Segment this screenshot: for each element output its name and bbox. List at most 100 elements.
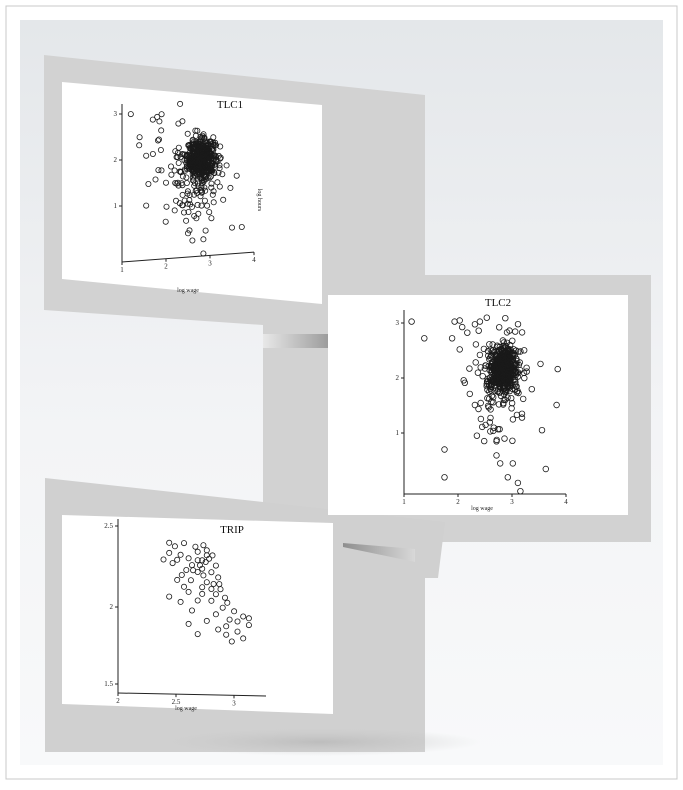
data-point (493, 452, 500, 459)
data-point (192, 127, 199, 134)
data-point (200, 250, 207, 257)
data-point (206, 555, 213, 562)
data-point (477, 415, 485, 423)
y-tick-label: 3 (396, 319, 400, 327)
chart-title: TRIP (220, 524, 244, 536)
data-point (223, 162, 230, 169)
data-point (240, 613, 247, 620)
data-point (189, 237, 196, 244)
data-point (521, 374, 528, 382)
data-point (183, 174, 190, 181)
y-axis-label: log hours (256, 189, 262, 212)
data-point (210, 581, 217, 588)
data-point (484, 347, 492, 355)
x-axis-label: log wage (471, 506, 493, 512)
data-point (226, 616, 233, 623)
data-point (185, 555, 192, 562)
data-point (194, 597, 201, 604)
data-point (217, 143, 224, 150)
x-tick-label: 2.5 (172, 698, 181, 706)
data-point (143, 202, 150, 209)
data-point (156, 118, 163, 125)
data-point (202, 173, 209, 180)
data-point (471, 321, 479, 328)
data-point (499, 355, 506, 363)
data-point (185, 588, 192, 595)
data-point (210, 188, 217, 195)
y-tick-label: 2.5 (104, 522, 113, 530)
data-point (223, 623, 230, 630)
data-point (223, 631, 230, 638)
data-point (472, 359, 479, 366)
data-point (479, 423, 486, 431)
data-point (208, 215, 215, 222)
data-point (203, 579, 210, 586)
data-point (194, 201, 201, 208)
x-tick-label: 1 (402, 498, 406, 506)
data-point (499, 364, 506, 371)
data-point (168, 171, 175, 178)
data-point (183, 217, 190, 224)
data-point (506, 327, 513, 334)
data-point (212, 591, 219, 598)
data-point (187, 201, 194, 208)
data-point (204, 146, 211, 153)
data-point (171, 543, 178, 550)
data-point (189, 148, 196, 155)
data-point (441, 446, 448, 453)
data-point (206, 209, 213, 216)
data-point (498, 380, 505, 388)
x-axis-label: log wage (177, 288, 199, 294)
data-point (215, 626, 222, 633)
chart-tlc2: TLC2 1 2 3 4 1 2 3 log wage (396, 297, 569, 512)
data-point (487, 428, 494, 435)
data-point (508, 400, 516, 407)
data-point (215, 574, 222, 581)
data-point (511, 370, 518, 377)
data-point (481, 437, 488, 445)
x-axis-label: log wage (175, 706, 197, 712)
x-tick-label: 3 (510, 498, 514, 506)
y-tick-label: 2 (396, 374, 400, 382)
data-point (186, 227, 193, 234)
data-point (199, 557, 206, 564)
data-point (190, 144, 197, 151)
data-point (523, 368, 530, 375)
data-point (494, 388, 501, 395)
x-tick-label: 4 (252, 256, 256, 264)
data-point (461, 379, 468, 386)
data-point (201, 197, 208, 204)
data-point (208, 586, 215, 593)
data-point (521, 347, 528, 354)
data-point (487, 414, 494, 422)
data-point (477, 364, 484, 371)
data-point (206, 154, 213, 161)
data-point (471, 401, 479, 409)
data-point (197, 138, 204, 145)
data-point (136, 142, 143, 149)
data-point (166, 593, 173, 600)
data-point (231, 608, 238, 615)
data-point (501, 435, 508, 442)
data-point (497, 460, 504, 467)
data-point (180, 583, 187, 590)
data-point (174, 153, 181, 160)
y-tick-label: 1 (114, 202, 118, 210)
data-point (206, 152, 213, 159)
data-point (185, 620, 192, 627)
data-point (502, 315, 509, 322)
data-point (174, 576, 181, 583)
data-point (160, 556, 167, 563)
data-point (145, 180, 152, 187)
data-point (509, 416, 517, 423)
data-point (553, 401, 560, 409)
data-point (456, 346, 463, 353)
data-point (214, 179, 221, 186)
data-point (194, 631, 201, 638)
data-point (224, 599, 231, 606)
data-point (466, 390, 473, 398)
data-point (186, 197, 193, 204)
data-point (206, 164, 213, 171)
data-point (509, 437, 516, 444)
data-point (485, 404, 492, 411)
